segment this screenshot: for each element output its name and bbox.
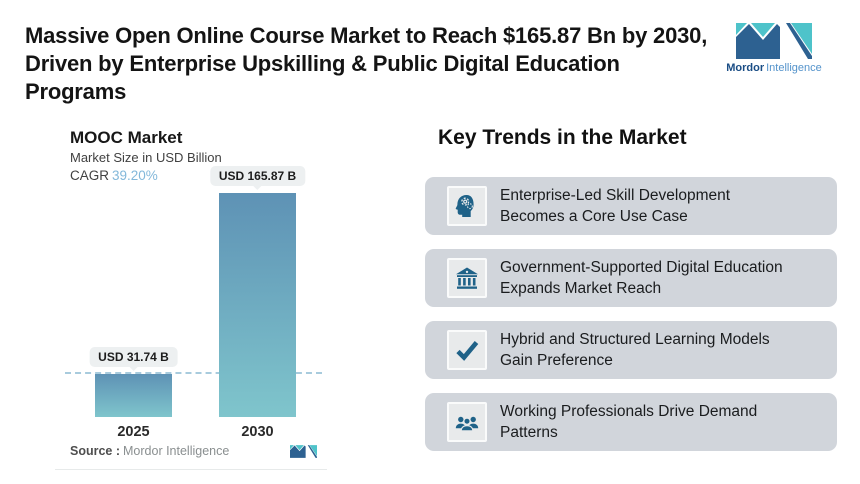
icon-tile [447, 258, 487, 298]
source-label: Source : [70, 444, 121, 458]
trend-text: Government-Supported Digital Education E… [500, 257, 783, 299]
key-trends-section: Key Trends in the Market Enterprise-Led … [425, 126, 837, 451]
trend-line1: Working Professionals Drive Demand [500, 403, 758, 420]
trend-card-government: Government-Supported Digital Education E… [425, 249, 837, 307]
trend-card-enterprise: Enterprise-Led Skill Development Becomes… [425, 177, 837, 235]
bank-icon [456, 267, 478, 289]
page-title-line2: Driven by Enterprise Upskilling & Public… [25, 51, 620, 104]
trend-line1: Enterprise-Led Skill Development [500, 187, 731, 204]
chart-subtitle: Market Size in USD Billion [70, 150, 222, 165]
cagr-value: 39.20% [112, 168, 158, 183]
reference-dashed-line [65, 372, 322, 374]
source-row: Source : Mordor Intelligence [70, 442, 317, 460]
mordor-logo-small-icon [290, 444, 317, 458]
brand-logo: Mordor Intelligence [722, 22, 826, 74]
icon-tile [447, 330, 487, 370]
cagr-row: CAGR 39.20% [70, 168, 158, 183]
bar-value-label-2025: USD 31.74 B [89, 347, 178, 371]
trend-text: Working Professionals Drive Demand Patte… [500, 401, 757, 443]
bar-value-label-2030: USD 165.87 B [209, 166, 306, 190]
trend-line1: Hybrid and Structured Learning Models [500, 331, 770, 348]
trend-text: Enterprise-Led Skill Development Becomes… [500, 185, 730, 227]
icon-tile [447, 186, 487, 226]
trend-card-hybrid: Hybrid and Structured Learning Models Ga… [425, 321, 837, 379]
trend-line2: Patterns [500, 424, 558, 441]
source-value: Mordor Intelligence [123, 444, 230, 458]
trends-heading: Key Trends in the Market [438, 126, 687, 149]
source-text: Source : Mordor Intelligence [70, 442, 229, 460]
chart-title: MOOC Market [70, 128, 183, 147]
trend-line2: Gain Preference [500, 352, 613, 369]
bar-value-text-2030: USD 165.87 B [218, 169, 297, 183]
people-icon [455, 416, 479, 432]
trend-card-professionals: Working Professionals Drive Demand Patte… [425, 393, 837, 451]
x-axis-label-2025: 2025 [117, 424, 150, 440]
brand-name: Mordor Intelligence [722, 62, 826, 74]
mordor-logo-icon [736, 23, 812, 59]
brand-name-light: Intelligence [766, 62, 822, 74]
trend-text: Hybrid and Structured Learning Models Ga… [500, 329, 770, 371]
bar-2025 [95, 374, 172, 417]
bar-group-2025: USD 31.74 B 2025 [89, 167, 178, 440]
page-title: Massive Open Online Course Market to Rea… [25, 22, 715, 106]
market-chart-panel: MOOC Market Market Size in USD Billion C… [55, 112, 327, 474]
head-gears-icon [455, 195, 474, 217]
bar-value-text-2025: USD 31.74 B [98, 350, 169, 364]
trend-line2: Becomes a Core Use Case [500, 208, 688, 225]
bar-plot: USD 31.74 B 2025 USD 165.87 B 2030 [65, 166, 322, 440]
icon-tile [447, 402, 487, 442]
brand-name-bold: Mordor [726, 62, 765, 74]
bar-2030 [219, 193, 296, 417]
trend-cards: Enterprise-Led Skill Development Becomes… [425, 177, 837, 451]
x-axis-label-2030: 2030 [241, 424, 274, 440]
check-icon [456, 341, 479, 361]
bar-group-2030: USD 165.87 B 2030 [209, 166, 306, 440]
cagr-label: CAGR [70, 168, 110, 183]
panel-divider [55, 469, 327, 470]
trend-line2: Expands Market Reach [500, 280, 662, 297]
page-title-line1: Massive Open Online Course Market to Rea… [25, 23, 708, 48]
trend-line1: Government-Supported Digital Education [500, 259, 783, 276]
